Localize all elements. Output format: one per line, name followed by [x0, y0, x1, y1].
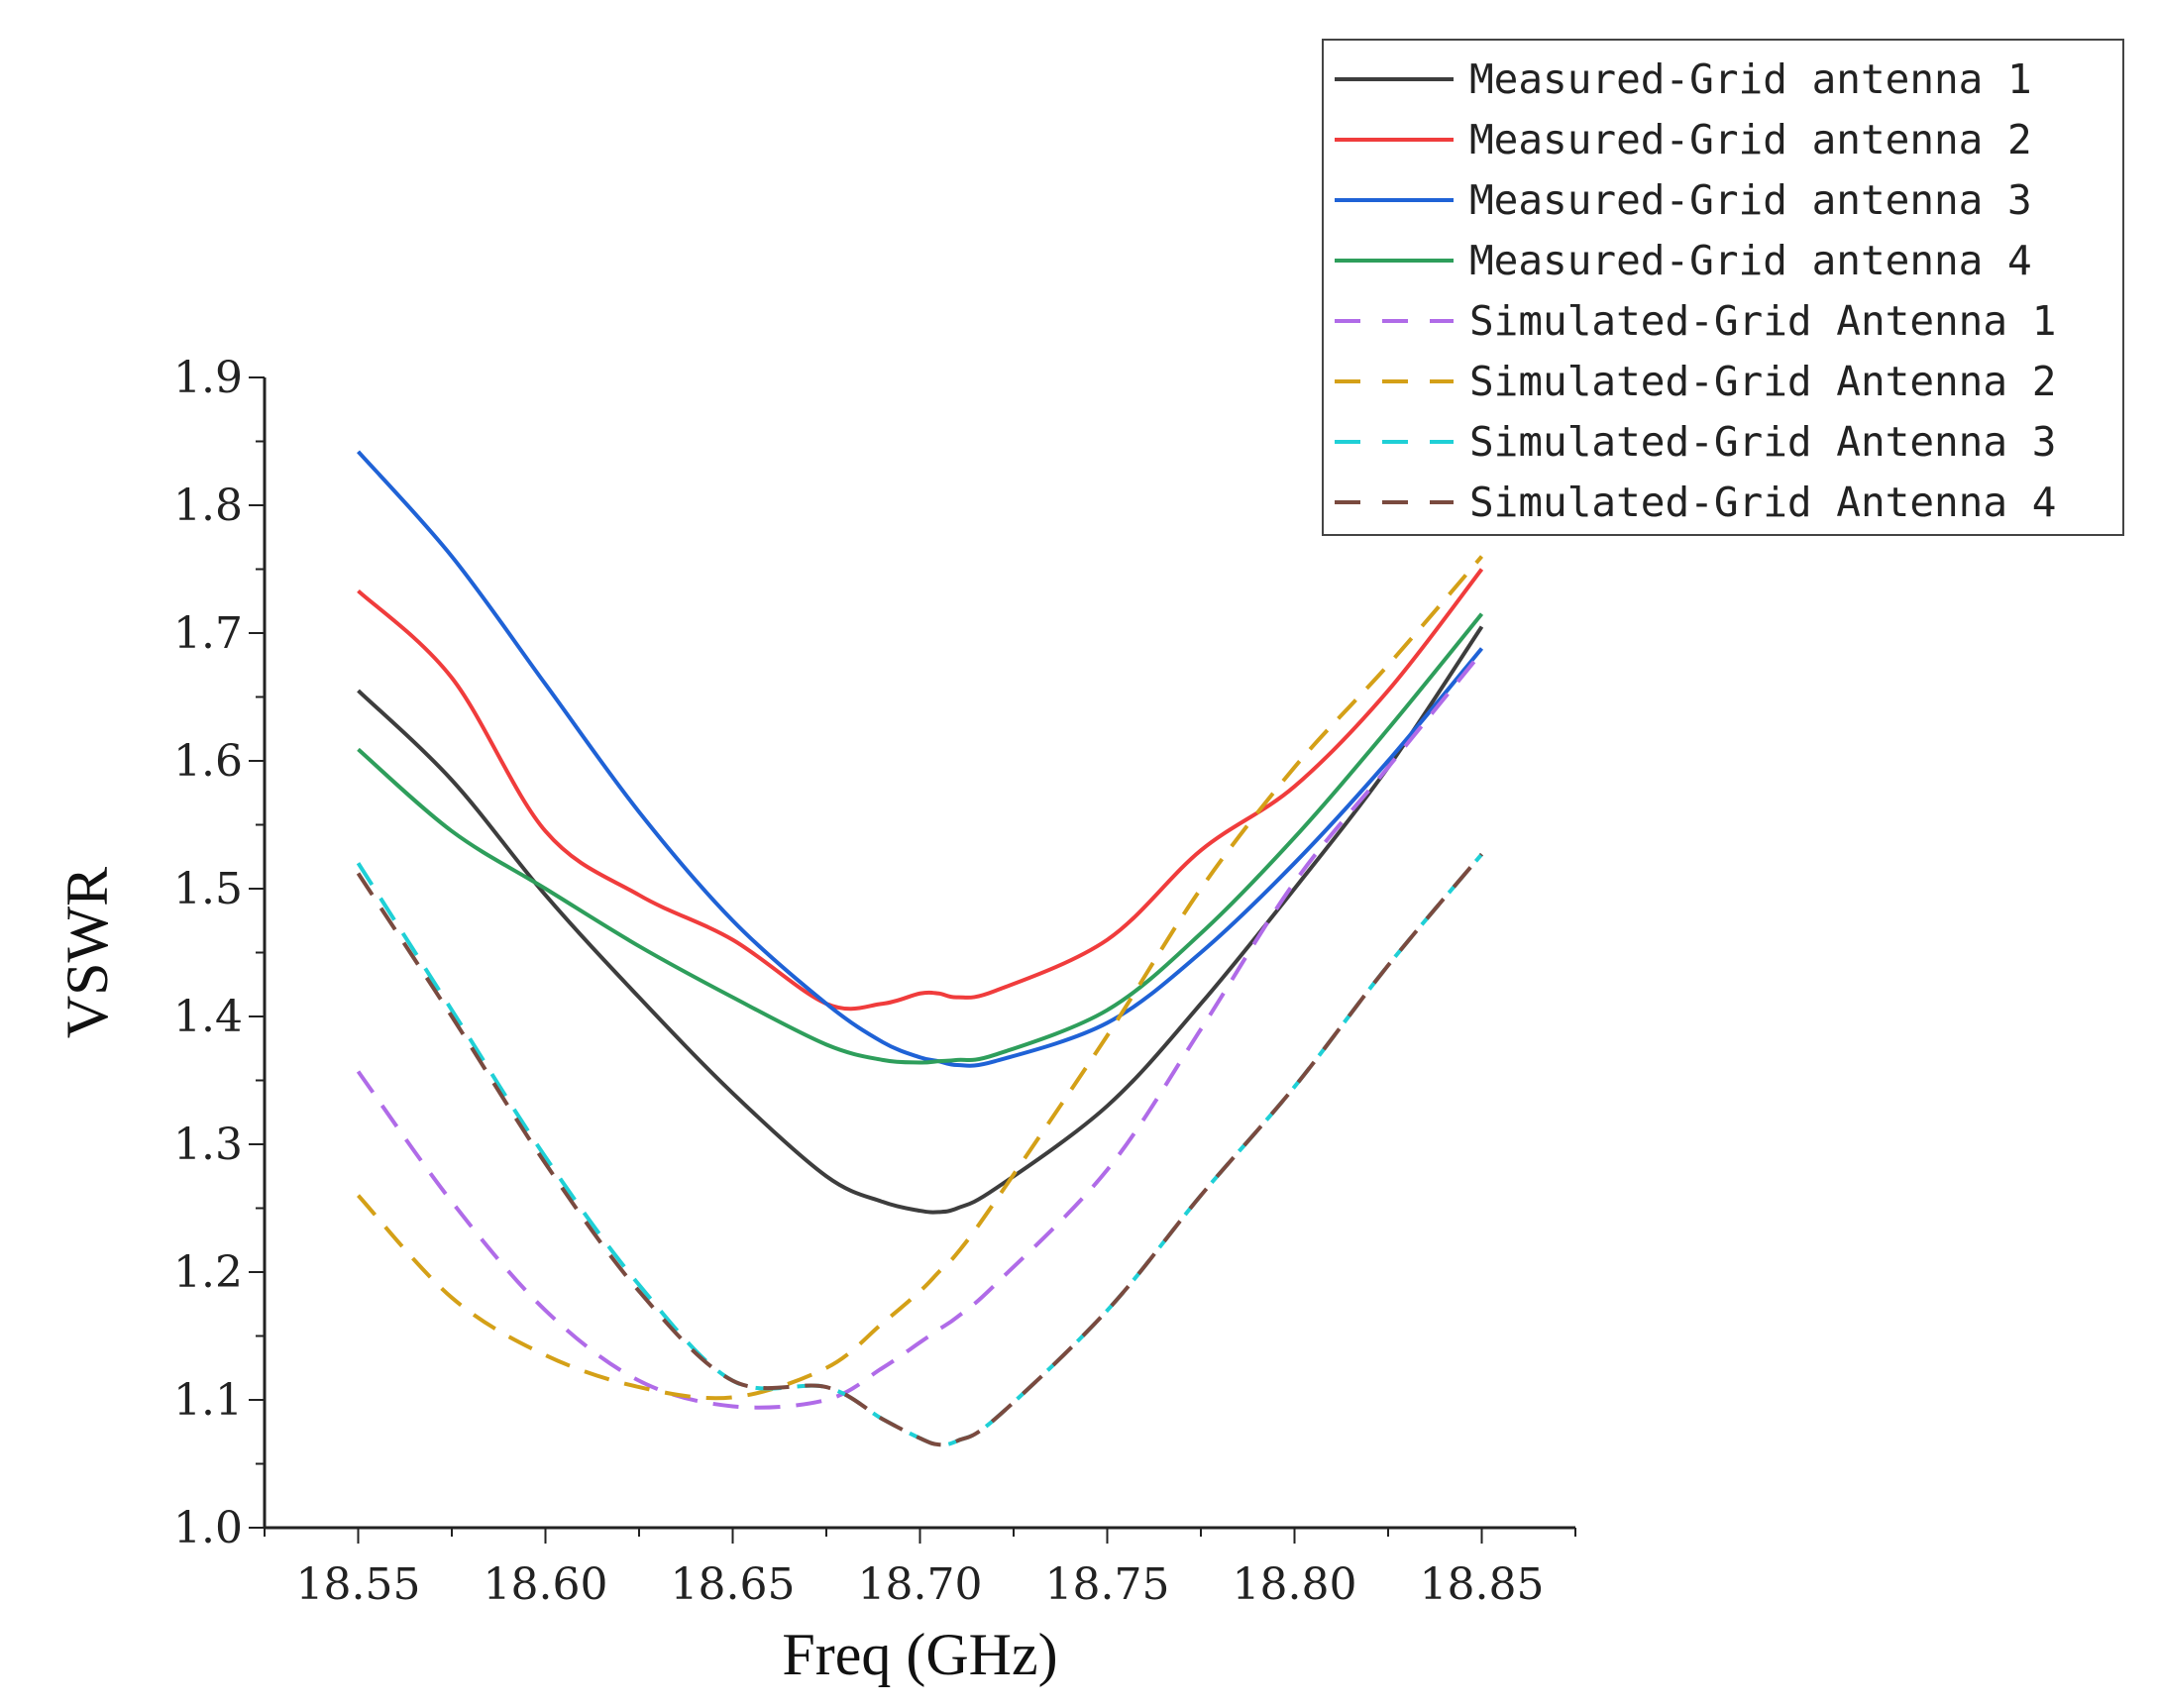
y-tick-label: 1.1	[173, 1375, 243, 1426]
series-line-6	[357, 555, 1484, 1401]
y-tick-label: 1.8	[173, 480, 243, 531]
y-tick-label: 1.0	[173, 1503, 243, 1553]
legend-label-3: Measured-Grid antenna 3	[1469, 176, 2032, 224]
series-line-7	[356, 852, 1484, 1447]
x-tick-label: 18.70	[858, 1559, 983, 1610]
series-line-1	[357, 625, 1484, 1215]
x-tick-label: 18.65	[671, 1559, 796, 1610]
legend-label-1: Measured-Grid antenna 1	[1469, 55, 2032, 103]
x-tick-label: 18.55	[296, 1559, 421, 1610]
legend-label-7: Simulated-Grid Antenna 3	[1469, 418, 2056, 466]
series-line-8	[356, 852, 1484, 1447]
x-axis-title: Freq (GHz)	[782, 1622, 1057, 1687]
legend-label-5: Simulated-Grid Antenna 1	[1469, 297, 2056, 345]
legend-label-8: Simulated-Grid Antenna 4	[1469, 479, 2056, 526]
x-tick-label: 18.80	[1233, 1559, 1357, 1610]
y-tick-label: 1.4	[173, 992, 243, 1042]
legend-box	[1322, 39, 2124, 536]
legend-label-6: Simulated-Grid Antenna 2	[1469, 358, 2056, 405]
x-tick-label: 18.75	[1045, 1559, 1170, 1610]
legend-label-4: Measured-Grid antenna 4	[1469, 237, 2032, 284]
axes: 18.55 18.60 18.65 18.70 18.75 18.80 18.85 1.01…	[173, 353, 1576, 1610]
legend-label-2: Measured-Grid antenna 2	[1469, 116, 2032, 163]
x-ticks: 18.55 18.60 18.65 18.70 18.75 18.80 18.85	[264, 1528, 1576, 1610]
y-tick-label: 1.3	[173, 1120, 243, 1170]
y-axis-title: VSWR	[54, 867, 120, 1038]
y-tick-label: 1.6	[173, 736, 243, 787]
series-line-4	[357, 612, 1484, 1065]
series-line-3	[357, 450, 1484, 1068]
legend: Measured-Grid antenna 1 Measured-Grid ant…	[1322, 39, 2124, 536]
y-tick-label: 1.2	[173, 1247, 243, 1298]
series-layer	[356, 450, 1484, 1447]
series-line-5	[356, 651, 1484, 1410]
series-line-2	[357, 568, 1484, 1012]
y-tick-label: 1.7	[173, 608, 243, 659]
y-tick-label: 1.5	[173, 864, 243, 914]
x-tick-label: 18.85	[1420, 1559, 1545, 1610]
y-ticks: 1.0 1.1 1.2 1.3 1.4 1.5 1.6 1.7 1.8 1.9	[173, 353, 265, 1553]
x-tick-label: 18.60	[484, 1559, 608, 1610]
y-tick-label: 1.9	[173, 353, 243, 403]
